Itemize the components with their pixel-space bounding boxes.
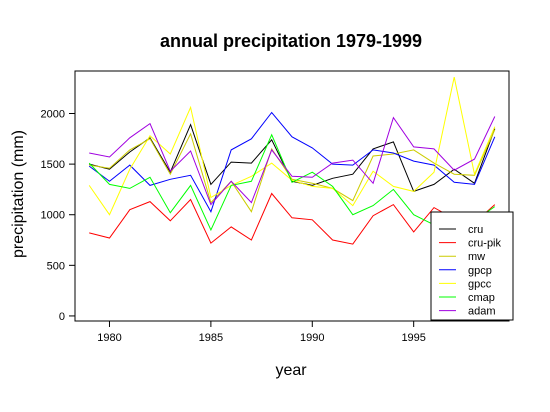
- x-tick-label: 1985: [199, 332, 223, 344]
- y-tick-label: 0: [59, 311, 65, 323]
- y-tick-label: 500: [47, 260, 65, 272]
- y-tick-label: 2000: [41, 109, 65, 121]
- chart-title: annual precipitation 1979-1999: [160, 31, 422, 51]
- legend-box: [430, 211, 514, 321]
- legend-label-gpcp: gpcp: [468, 265, 492, 277]
- x-tick-label: 1990: [300, 332, 324, 344]
- legend-label-cru-pik: cru-pik: [468, 238, 502, 250]
- x-axis-label: year: [275, 362, 307, 379]
- series-line-cru-pik: [89, 192, 496, 245]
- legend-label-adam: adam: [468, 306, 496, 318]
- series-lines: [88, 76, 496, 245]
- legend-label-mw: mw: [468, 251, 485, 263]
- legend-label-cru: cru: [468, 224, 483, 236]
- y-axis: 0 500 1000 1500 2000: [41, 109, 75, 323]
- series-line-gpcp: [88, 111, 496, 213]
- legend-label-cmap: cmap: [468, 292, 495, 304]
- series-line-gpcc: [88, 76, 496, 216]
- x-tick-label: 1980: [97, 332, 121, 344]
- y-tick-label: 1000: [41, 210, 65, 222]
- y-tick-label: 1500: [41, 159, 65, 171]
- series-line-cmap: [88, 133, 435, 232]
- y-axis-label: precipitation (mm): [10, 130, 27, 258]
- x-tick-label: 1995: [401, 332, 425, 344]
- plot-frame: [74, 70, 510, 322]
- series-line-adam: [89, 116, 496, 206]
- x-axis: 1980 1985 1990 1995: [97, 321, 426, 344]
- series-line-mw: [89, 129, 496, 213]
- legend-label-gpcc: gpcc: [468, 278, 492, 290]
